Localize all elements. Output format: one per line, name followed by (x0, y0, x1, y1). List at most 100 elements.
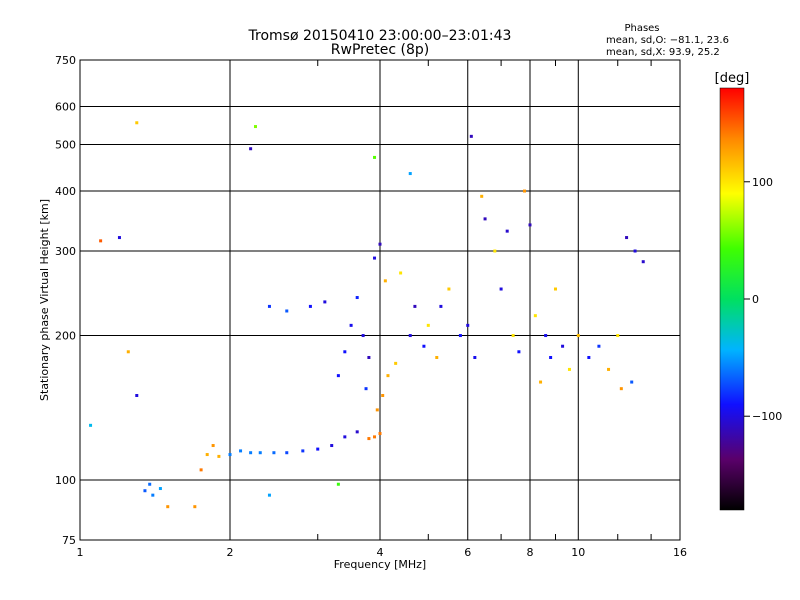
x-tick-label: 16 (673, 546, 687, 559)
stats-line-x: mean, sd,X: 93.9, 25.2 (606, 47, 720, 58)
scatter-point (394, 361, 398, 365)
scatter-point (466, 323, 470, 327)
scatter-point (625, 236, 629, 240)
scatter-point (308, 304, 312, 308)
scatter-point (439, 304, 443, 308)
scatter-point (364, 387, 368, 391)
scatter-point (349, 323, 353, 327)
stats-heading: Phases (624, 23, 659, 34)
scatter-point (473, 355, 477, 359)
x-axis-label: Frequency [MHz] (334, 558, 426, 571)
scatter-point (373, 435, 377, 439)
scatter-point (272, 451, 276, 455)
scatter-point (285, 451, 289, 455)
scatter-point (381, 394, 385, 398)
scatter-point (422, 344, 426, 348)
x-tick-label: 10 (571, 546, 585, 559)
scatter-point (549, 355, 553, 359)
x-axis-ticks: 1 2 4 6 8 10 16 (77, 60, 687, 559)
scatter-point (361, 334, 365, 338)
scatter-point (373, 256, 377, 260)
x-tick-label: 4 (377, 546, 384, 559)
scatter-point (193, 505, 197, 509)
scatter-point (528, 223, 532, 227)
scatter-point (499, 287, 503, 291)
scatter-point (336, 482, 340, 486)
colorbar-tick-label: 0 (752, 293, 759, 306)
scatter-point (413, 304, 417, 308)
y-tick-label: 200 (55, 330, 76, 343)
scatter-point (544, 334, 548, 338)
scatter-point (373, 155, 377, 159)
y-tick-label: 400 (55, 185, 76, 198)
colorbar-tick-label: 100 (752, 176, 773, 189)
stats-line-o: mean, sd,O: −81.1, 23.6 (606, 35, 729, 46)
scatter-point (511, 334, 515, 338)
scatter-point (135, 121, 139, 125)
scatter-point (480, 194, 484, 198)
scatter-point (249, 451, 253, 455)
scatter-point (523, 189, 527, 193)
colorbar-tick-label: −100 (752, 410, 782, 423)
scatter-point (316, 447, 320, 451)
scatter-point (343, 350, 347, 354)
scatter-point (267, 304, 271, 308)
scatter-point (343, 435, 347, 439)
grid-lines (80, 60, 680, 540)
scatter-point (619, 387, 623, 391)
scatter-point (408, 172, 412, 176)
scatter-point (267, 493, 271, 497)
scatter-point (587, 355, 591, 359)
chart-subtitle: RwPretec (8p) (331, 42, 429, 58)
scatter-point (641, 260, 645, 264)
scatter-point (330, 444, 334, 448)
scatter-point (239, 449, 243, 453)
scatter-point (469, 134, 473, 138)
scatter-point (607, 367, 611, 371)
scatter-points (89, 121, 645, 509)
y-tick-label: 600 (55, 101, 76, 114)
scatter-point (117, 236, 121, 240)
scatter-point (383, 279, 387, 283)
scatter-point (199, 468, 203, 472)
y-tick-label: 750 (55, 54, 76, 67)
scatter-point (616, 334, 620, 338)
scatter-point (435, 355, 439, 359)
scatter-point (561, 344, 565, 348)
scatter-point (567, 367, 571, 371)
y-tick-label: 500 (55, 139, 76, 152)
y-axis-ticks: 75 100 200 300 400 500 600 750 (55, 54, 76, 547)
scatter-point (148, 482, 152, 486)
y-axis-label: Stationary phase Virtual Height [km] (38, 199, 51, 401)
scatter-point (166, 505, 170, 509)
scatter-point (228, 453, 232, 457)
scatter-point (301, 449, 305, 453)
scatter-point (597, 344, 601, 348)
scatter-point (99, 239, 103, 243)
scatter-point (355, 430, 359, 434)
scatter-point (386, 374, 390, 378)
x-tick-label: 6 (464, 546, 471, 559)
scatter-point (517, 350, 521, 354)
scatter-point (630, 380, 634, 384)
scatter-point (336, 374, 340, 378)
scatter-point (253, 125, 257, 129)
scatter-point (539, 380, 543, 384)
scatter-point (151, 493, 155, 497)
scatter-point (249, 147, 253, 151)
x-tick-label: 2 (227, 546, 234, 559)
y-tick-label: 75 (62, 534, 76, 547)
x-tick-label: 1 (77, 546, 84, 559)
scatter-point (158, 487, 162, 491)
scatter-point (205, 453, 209, 457)
scatter-point (126, 350, 130, 354)
x-tick-label: 8 (527, 546, 534, 559)
y-tick-label: 300 (55, 245, 76, 258)
scatter-point (399, 271, 403, 275)
scatter-point (355, 296, 359, 300)
scatter-point (633, 249, 637, 253)
scatter-point (89, 423, 93, 427)
scatter-point (135, 394, 139, 398)
scatter-point (367, 355, 371, 359)
